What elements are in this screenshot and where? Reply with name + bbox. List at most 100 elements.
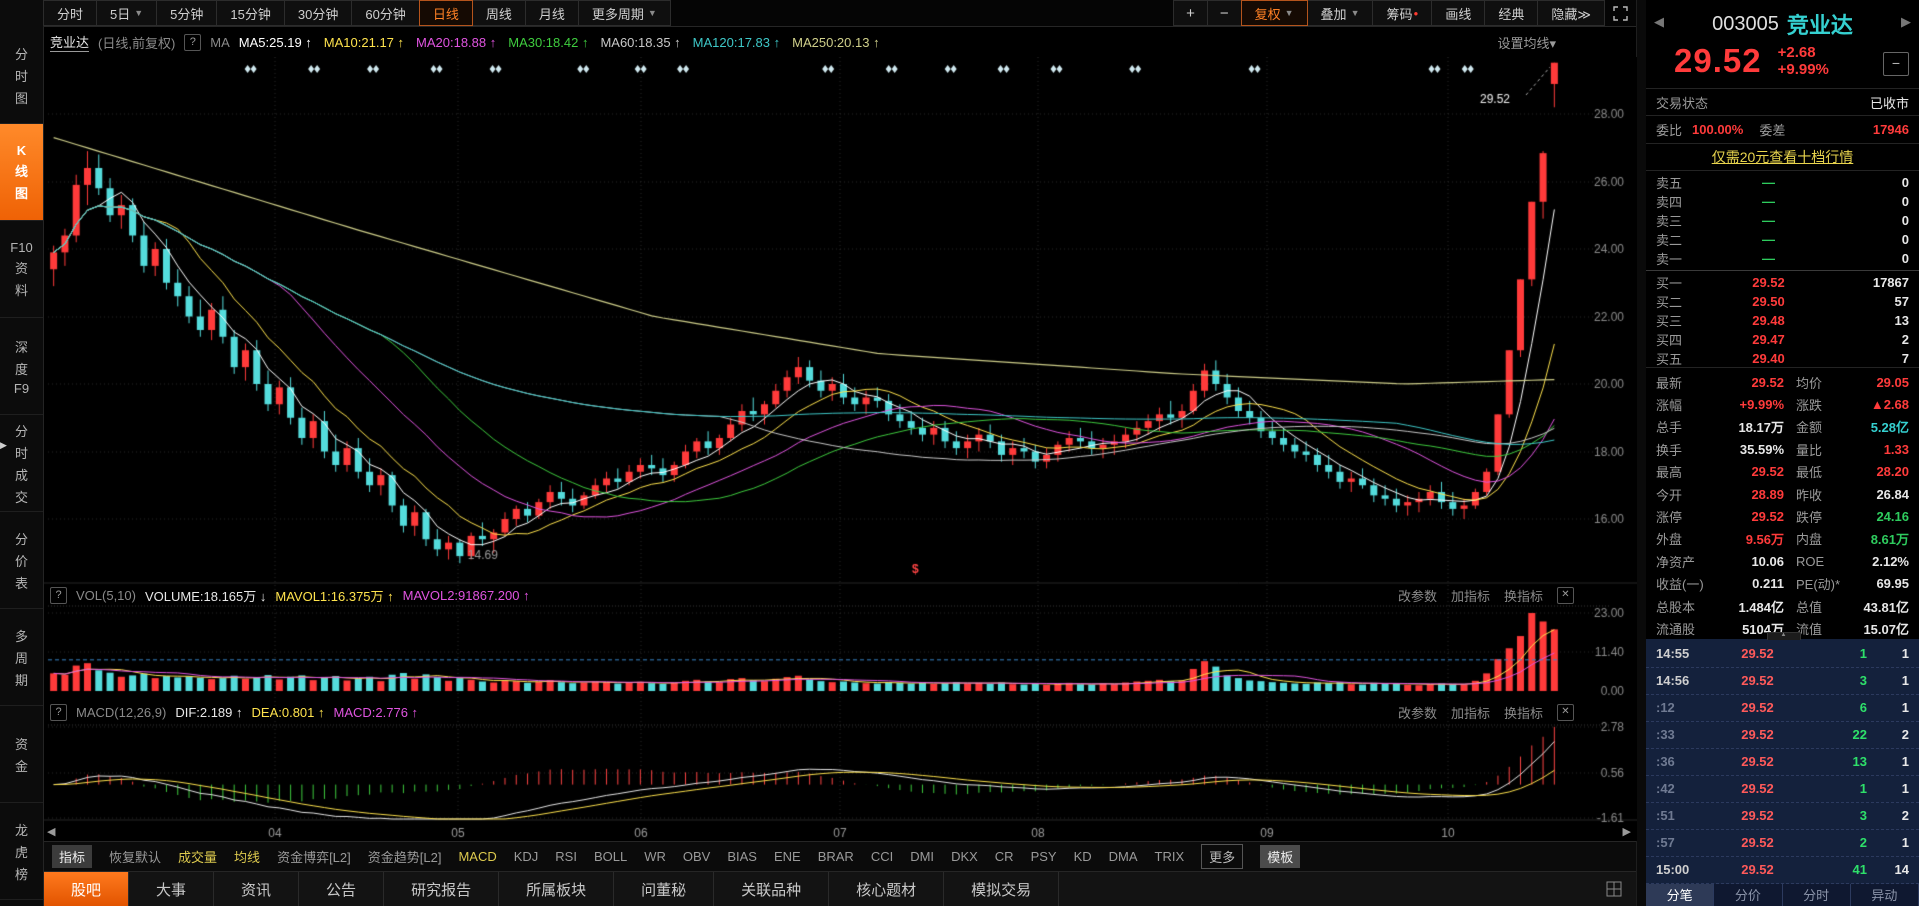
tool-button-隐藏≫[interactable]: 隐藏≫ — [1537, 0, 1605, 26]
tape-tab-分价[interactable]: 分价 — [1714, 883, 1783, 906]
kline-chart-canvas[interactable] — [44, 57, 1637, 841]
tab-研究报告[interactable]: 研究报告 — [384, 872, 500, 906]
control-改参数[interactable]: 改参数 — [1397, 588, 1437, 604]
volume-pane-header: ? VOL(5,10) VOLUME:18.165万 ↓ MAVOL1:16.375万… — [44, 584, 1574, 606]
indicator-指标[interactable]: 指标 — [52, 845, 93, 868]
ma-settings-button[interactable]: 设置均线▾ — [1497, 35, 1556, 51]
tab-核心题材[interactable]: 核心题材 — [829, 872, 945, 906]
control-加指标[interactable]: 加指标 — [1450, 588, 1490, 604]
tape-tab-分笔[interactable]: 分笔 — [1646, 883, 1715, 906]
indicator-KDJ[interactable]: KDJ — [513, 849, 539, 864]
sidebar-item-龙虎榜[interactable]: 龙虎榜 — [0, 803, 43, 900]
tool-button-经典[interactable]: 经典 — [1484, 0, 1539, 26]
help-icon[interactable]: ? — [50, 586, 67, 604]
period-button-分时[interactable]: 分时 — [43, 0, 98, 26]
sidebar-item-分价表[interactable]: 分价表 — [0, 512, 43, 609]
tape-row: :57 29.52 2 1 — [1646, 830, 1919, 857]
indicator-资金博弈[L2][interactable]: 资金博弈[L2] — [277, 850, 351, 865]
indicator-恢复默认[interactable]: 恢复默认 — [109, 850, 162, 865]
chart-tools: + − 复权 ▼ 叠加 ▼ 筹码 ● 画线 经典 隐藏≫ — [1173, 0, 1636, 26]
sidebar-item-深度F9[interactable]: 深度 F9 — [0, 318, 43, 415]
tape-tab-异动[interactable]: 异动 — [1851, 883, 1919, 906]
stats-row: 最新 29.52 均价 29.05 — [1656, 374, 1909, 391]
tab-所属板块[interactable]: 所属板块 — [499, 872, 615, 906]
indicator-BOLL[interactable]: BOLL — [593, 849, 628, 864]
minimize-panel-button[interactable]: − — [1883, 52, 1909, 76]
indicator-PSY[interactable]: PSY — [1030, 849, 1057, 864]
tab-关联品种[interactable]: 关联品种 — [714, 872, 830, 906]
indicator-TRIX[interactable]: TRIX — [1154, 849, 1185, 864]
indicator-资金趋势[L2][interactable]: 资金趋势[L2] — [367, 850, 442, 865]
period-button-5分钟[interactable]: 5分钟 — [156, 0, 218, 26]
indicator-WR[interactable]: WR — [644, 849, 666, 864]
tape-row: 14:56 29.52 3 1 — [1646, 668, 1919, 695]
indicator-CR[interactable]: CR — [994, 849, 1014, 864]
tape-collapse-handle[interactable]: ▲ — [1766, 631, 1801, 640]
indicator-更多[interactable]: 更多 — [1201, 844, 1244, 869]
scroll-right-arrow[interactable]: ▶ — [1622, 826, 1631, 838]
macd-value: MACD:2.776 ↑ — [333, 705, 419, 720]
sidebar-collapse-handle[interactable]: ▶ — [0, 440, 7, 450]
tab-资讯[interactable]: 资讯 — [214, 872, 300, 906]
period-button-5日[interactable]: 5日 ▼ — [96, 0, 158, 26]
tab-股吧[interactable]: 股吧 — [44, 872, 130, 906]
tape-row: 15:00 29.52 41 14 — [1646, 857, 1919, 884]
stock-name-link[interactable]: 竞业达 — [50, 32, 90, 52]
control-改参数[interactable]: 改参数 — [1397, 706, 1437, 721]
indicator-DKX[interactable]: DKX — [951, 849, 978, 864]
tape-tab-分时[interactable]: 分时 — [1783, 883, 1851, 906]
fullscreen-icon[interactable] — [1605, 0, 1636, 26]
sidebar-item-多周期[interactable]: 多周期 — [0, 609, 43, 706]
help-icon[interactable]: ? — [50, 704, 67, 721]
multi-window-icon[interactable] — [1606, 881, 1622, 897]
prev-stock-arrow[interactable]: ◀ — [1654, 14, 1664, 29]
control-换指标[interactable]: 换指标 — [1503, 588, 1543, 604]
indicator-ENE[interactable]: ENE — [773, 849, 801, 864]
tab-问董秘[interactable]: 问董秘 — [614, 872, 715, 906]
sidebar-item-分时图[interactable]: 分时图 — [0, 27, 43, 124]
level2-promo-link[interactable]: 仅需20元查看十档行情 — [1711, 148, 1854, 165]
indicator-均线[interactable]: 均线 — [234, 850, 261, 865]
tab-模拟交易[interactable]: 模拟交易 — [944, 872, 1060, 906]
indicator-DMI[interactable]: DMI — [910, 849, 935, 864]
indicator-BIAS[interactable]: BIAS — [727, 849, 757, 864]
tool-button-叠加[interactable]: 叠加 ▼ — [1306, 0, 1374, 26]
control-换指标[interactable]: 换指标 — [1503, 706, 1543, 721]
left-sidebar: ▶ 分时图 K 线图 F10 资料深度 F9 分时成交分价表多周期资金龙虎榜 — [0, 0, 44, 906]
period-button-30分钟[interactable]: 30分钟 — [283, 0, 353, 26]
tool-button-−[interactable]: − — [1206, 0, 1242, 26]
tab-公告[interactable]: 公告 — [299, 872, 385, 906]
period-button-日线[interactable]: 日线 — [418, 0, 473, 26]
period-button-15分钟[interactable]: 15分钟 — [216, 0, 285, 26]
close-icon[interactable]: ✕ — [1557, 704, 1574, 721]
period-button-周线[interactable]: 周线 — [471, 0, 526, 26]
tool-button-复权[interactable]: 复权 ▼ — [1240, 0, 1308, 26]
next-stock-arrow[interactable]: ▶ — [1901, 14, 1911, 29]
indicator-KD[interactable]: KD — [1073, 849, 1092, 864]
sidebar-item-F10资料[interactable]: F10 资料 — [0, 221, 43, 318]
tool-button-筹码[interactable]: 筹码 ● — [1372, 0, 1433, 26]
tool-button-画线[interactable]: 画线 — [1431, 0, 1486, 26]
indicator-MACD[interactable]: MACD — [458, 849, 497, 864]
period-button-更多周期[interactable]: 更多周期 ▼ — [577, 0, 671, 26]
period-button-60分钟[interactable]: 60分钟 — [351, 0, 420, 26]
sidebar-item-资金[interactable]: 资金 — [0, 706, 43, 803]
indicator-模板[interactable]: 模板 — [1260, 845, 1301, 868]
tool-button-+[interactable]: + — [1173, 0, 1208, 26]
indicator-成交量[interactable]: 成交量 — [178, 850, 218, 865]
indicator-OBV[interactable]: OBV — [682, 849, 711, 864]
control-加指标[interactable]: 加指标 — [1450, 706, 1490, 721]
help-icon[interactable]: ? — [184, 33, 202, 51]
indicator-BRAR[interactable]: BRAR — [817, 849, 854, 864]
tab-大事[interactable]: 大事 — [129, 872, 215, 906]
scroll-left-arrow[interactable]: ◀ — [47, 826, 56, 838]
indicator-RSI[interactable]: RSI — [555, 849, 577, 864]
close-icon[interactable]: ✕ — [1557, 586, 1574, 604]
indicator-CCI[interactable]: CCI — [870, 849, 894, 864]
ma-values: MA5:25.19 ↑ MA10:21.17 ↑ MA20:18.88 ↑ MA30:… — [239, 35, 880, 50]
indicator-DMA[interactable]: DMA — [1108, 849, 1138, 864]
sidebar-item-分时成交[interactable]: 分时成交 — [0, 415, 43, 512]
period-button-月线[interactable]: 月线 — [524, 0, 579, 26]
